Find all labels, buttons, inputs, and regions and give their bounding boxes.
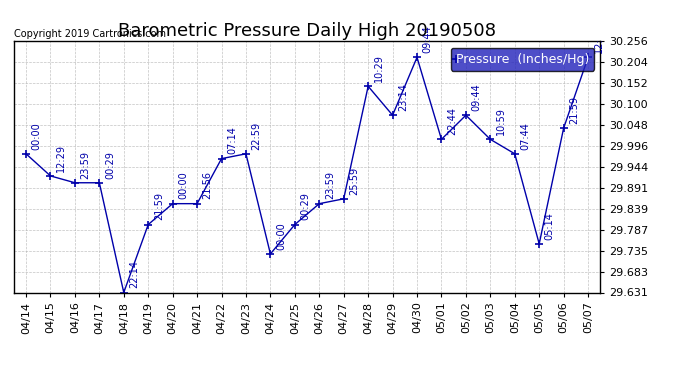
Line: Pressure  (Inches/Hg): Pressure (Inches/Hg) <box>22 53 592 297</box>
Text: 09:44: 09:44 <box>422 26 433 53</box>
Text: Copyright 2019 Cartronics.com: Copyright 2019 Cartronics.com <box>14 29 166 39</box>
Pressure  (Inches/Hg) <box>22 152 30 156</box>
Pressure  (Inches/Hg) <box>95 180 104 185</box>
Pressure  (Inches/Hg) <box>71 180 79 185</box>
Pressure  (Inches/Hg) <box>193 201 201 206</box>
Pressure  (Inches/Hg) <box>437 137 446 142</box>
Text: 00:29: 00:29 <box>300 192 310 220</box>
Text: 05:14: 05:14 <box>545 212 555 240</box>
Text: 21:59: 21:59 <box>154 192 164 220</box>
Pressure  (Inches/Hg) <box>241 152 250 156</box>
Pressure  (Inches/Hg) <box>144 222 152 227</box>
Legend: Pressure  (Inches/Hg): Pressure (Inches/Hg) <box>451 48 594 70</box>
Pressure  (Inches/Hg) <box>486 137 495 142</box>
Title: Barometric Pressure Daily High 20190508: Barometric Pressure Daily High 20190508 <box>118 22 496 40</box>
Text: 00:00: 00:00 <box>32 122 41 150</box>
Pressure  (Inches/Hg) <box>315 201 324 206</box>
Text: 21:59: 21:59 <box>569 96 579 124</box>
Pressure  (Inches/Hg) <box>413 55 421 60</box>
Pressure  (Inches/Hg) <box>266 252 275 256</box>
Text: 10:29: 10:29 <box>374 54 384 82</box>
Text: 00:29: 00:29 <box>105 151 115 178</box>
Text: 25:59: 25:59 <box>349 166 359 195</box>
Text: 23:59: 23:59 <box>81 151 90 178</box>
Text: 07:44: 07:44 <box>520 122 531 150</box>
Text: 23:14: 23:14 <box>398 83 408 111</box>
Pressure  (Inches/Hg) <box>511 152 519 156</box>
Pressure  (Inches/Hg) <box>217 156 226 161</box>
Text: 00:00: 00:00 <box>276 222 286 250</box>
Text: 10:59: 10:59 <box>496 107 506 135</box>
Pressure  (Inches/Hg) <box>46 174 55 178</box>
Text: 07:14: 07:14 <box>227 127 237 154</box>
Pressure  (Inches/Hg) <box>388 113 397 117</box>
Text: 12:: 12: <box>593 38 604 53</box>
Pressure  (Inches/Hg) <box>462 113 470 117</box>
Pressure  (Inches/Hg) <box>364 84 373 88</box>
Pressure  (Inches/Hg) <box>584 55 592 60</box>
Text: 22:14: 22:14 <box>129 260 139 288</box>
Pressure  (Inches/Hg) <box>535 242 543 246</box>
Text: 22:44: 22:44 <box>447 107 457 135</box>
Text: 00:00: 00:00 <box>178 172 188 200</box>
Pressure  (Inches/Hg) <box>560 126 568 130</box>
Pressure  (Inches/Hg) <box>339 196 348 201</box>
Pressure  (Inches/Hg) <box>119 290 128 295</box>
Text: 09:44: 09:44 <box>471 83 482 111</box>
Text: 21:56: 21:56 <box>203 171 213 200</box>
Text: 23:59: 23:59 <box>325 171 335 200</box>
Text: 22:59: 22:59 <box>252 122 262 150</box>
Pressure  (Inches/Hg) <box>168 201 177 206</box>
Text: 12:29: 12:29 <box>56 144 66 172</box>
Pressure  (Inches/Hg) <box>290 222 299 227</box>
